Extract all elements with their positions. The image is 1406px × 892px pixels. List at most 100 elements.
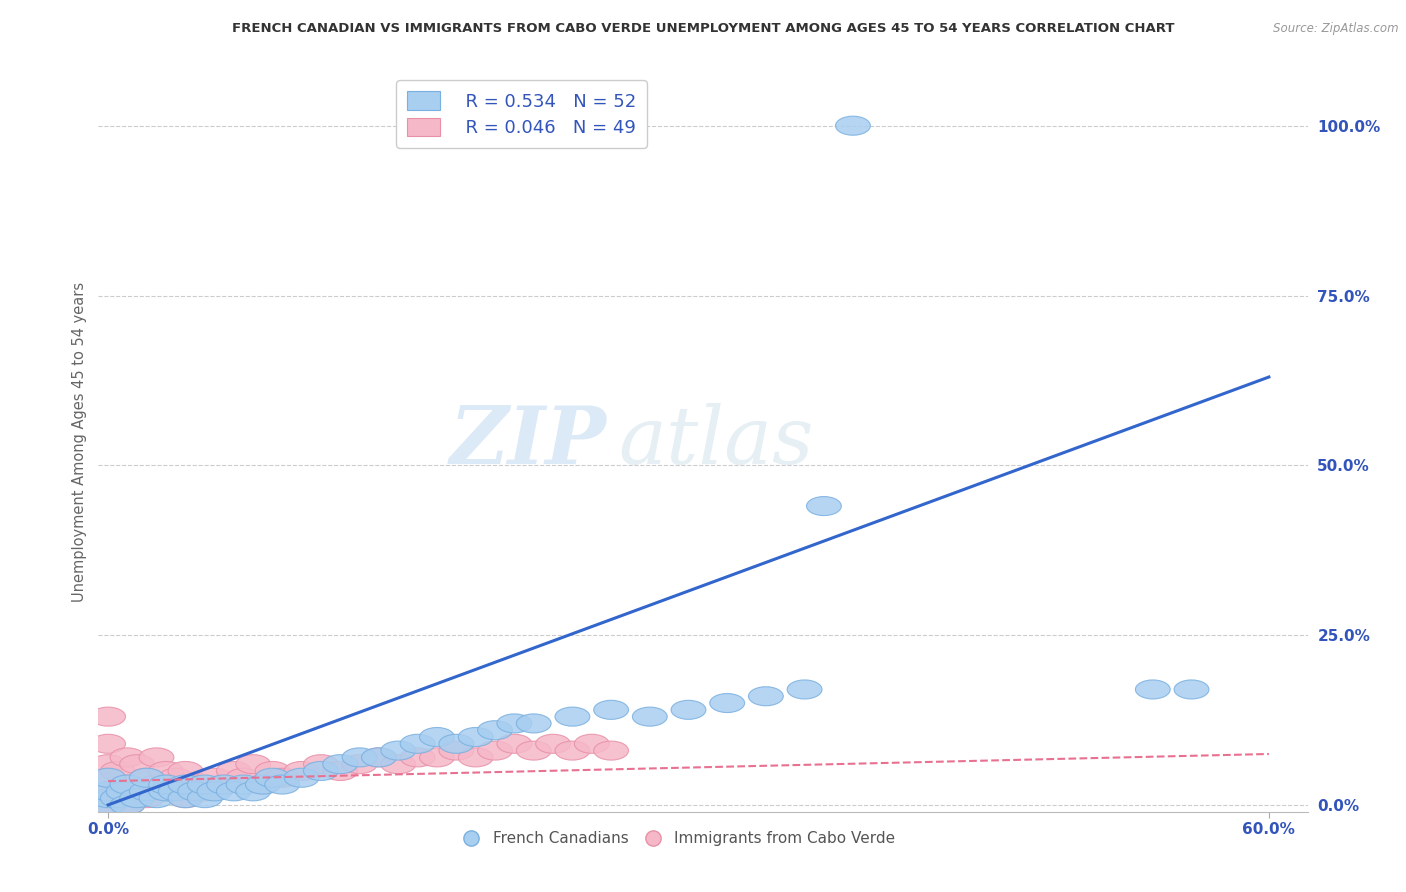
- Ellipse shape: [264, 768, 299, 788]
- Ellipse shape: [478, 721, 512, 739]
- Ellipse shape: [129, 768, 165, 788]
- Ellipse shape: [90, 796, 125, 814]
- Ellipse shape: [633, 707, 668, 726]
- Ellipse shape: [107, 781, 141, 801]
- Ellipse shape: [90, 734, 125, 754]
- Ellipse shape: [177, 775, 212, 794]
- Ellipse shape: [401, 734, 434, 754]
- Ellipse shape: [710, 694, 745, 713]
- Ellipse shape: [342, 755, 377, 773]
- Ellipse shape: [169, 789, 202, 807]
- Ellipse shape: [555, 707, 591, 726]
- Ellipse shape: [100, 789, 135, 807]
- Ellipse shape: [574, 734, 609, 754]
- Ellipse shape: [284, 762, 319, 780]
- Ellipse shape: [478, 741, 512, 760]
- Ellipse shape: [246, 775, 280, 794]
- Ellipse shape: [381, 755, 416, 773]
- Ellipse shape: [1174, 680, 1209, 699]
- Y-axis label: Unemployment Among Ages 45 to 54 years: Unemployment Among Ages 45 to 54 years: [72, 282, 87, 601]
- Ellipse shape: [139, 747, 174, 767]
- Ellipse shape: [807, 497, 841, 516]
- Ellipse shape: [536, 734, 571, 754]
- Ellipse shape: [217, 762, 252, 780]
- Ellipse shape: [207, 775, 242, 794]
- Ellipse shape: [516, 714, 551, 733]
- Ellipse shape: [120, 755, 155, 773]
- Ellipse shape: [159, 768, 193, 788]
- Ellipse shape: [129, 789, 165, 807]
- Text: atlas: atlas: [619, 403, 814, 480]
- Ellipse shape: [555, 741, 591, 760]
- Ellipse shape: [1136, 680, 1170, 699]
- Ellipse shape: [835, 116, 870, 136]
- Ellipse shape: [187, 781, 222, 801]
- Ellipse shape: [90, 755, 125, 773]
- Ellipse shape: [671, 700, 706, 719]
- Ellipse shape: [593, 741, 628, 760]
- Ellipse shape: [90, 768, 125, 788]
- Ellipse shape: [159, 781, 193, 801]
- Ellipse shape: [197, 781, 232, 801]
- Ellipse shape: [254, 768, 290, 788]
- Ellipse shape: [323, 762, 357, 780]
- Ellipse shape: [207, 775, 242, 794]
- Ellipse shape: [169, 762, 202, 780]
- Ellipse shape: [139, 789, 174, 807]
- Ellipse shape: [342, 747, 377, 767]
- Ellipse shape: [419, 728, 454, 747]
- Ellipse shape: [169, 775, 202, 794]
- Ellipse shape: [361, 747, 396, 767]
- Ellipse shape: [90, 707, 125, 726]
- Ellipse shape: [90, 768, 125, 788]
- Ellipse shape: [110, 775, 145, 794]
- Ellipse shape: [419, 747, 454, 767]
- Text: FRENCH CANADIAN VS IMMIGRANTS FROM CABO VERDE UNEMPLOYMENT AMONG AGES 45 TO 54 Y: FRENCH CANADIAN VS IMMIGRANTS FROM CABO …: [232, 22, 1174, 36]
- Ellipse shape: [129, 768, 165, 788]
- Ellipse shape: [149, 781, 184, 801]
- Ellipse shape: [496, 734, 531, 754]
- Ellipse shape: [264, 775, 299, 794]
- Ellipse shape: [304, 762, 339, 780]
- Ellipse shape: [439, 734, 474, 754]
- Ellipse shape: [787, 680, 823, 699]
- Ellipse shape: [100, 789, 135, 807]
- Ellipse shape: [401, 747, 434, 767]
- Ellipse shape: [458, 728, 494, 747]
- Ellipse shape: [187, 775, 222, 794]
- Ellipse shape: [90, 796, 125, 814]
- Ellipse shape: [187, 789, 222, 807]
- Ellipse shape: [110, 775, 145, 794]
- Ellipse shape: [226, 775, 262, 794]
- Ellipse shape: [246, 775, 280, 794]
- Ellipse shape: [169, 789, 202, 807]
- Ellipse shape: [217, 781, 252, 801]
- Ellipse shape: [120, 789, 155, 807]
- Ellipse shape: [197, 768, 232, 788]
- Ellipse shape: [496, 714, 531, 733]
- Text: Source: ZipAtlas.com: Source: ZipAtlas.com: [1274, 22, 1399, 36]
- Ellipse shape: [284, 768, 319, 788]
- Text: ZIP: ZIP: [450, 403, 606, 480]
- Ellipse shape: [139, 775, 174, 794]
- Ellipse shape: [304, 755, 339, 773]
- Ellipse shape: [254, 762, 290, 780]
- Ellipse shape: [110, 796, 145, 814]
- Ellipse shape: [439, 741, 474, 760]
- Ellipse shape: [149, 775, 184, 794]
- Ellipse shape: [361, 747, 396, 767]
- Ellipse shape: [226, 768, 262, 788]
- Ellipse shape: [129, 781, 165, 801]
- Ellipse shape: [149, 781, 184, 801]
- Ellipse shape: [110, 796, 145, 814]
- Ellipse shape: [748, 687, 783, 706]
- Ellipse shape: [323, 755, 357, 773]
- Ellipse shape: [120, 781, 155, 801]
- Ellipse shape: [593, 700, 628, 719]
- Ellipse shape: [90, 781, 125, 801]
- Ellipse shape: [90, 789, 125, 807]
- Ellipse shape: [110, 747, 145, 767]
- Ellipse shape: [90, 781, 125, 801]
- Ellipse shape: [100, 762, 135, 780]
- Ellipse shape: [381, 741, 416, 760]
